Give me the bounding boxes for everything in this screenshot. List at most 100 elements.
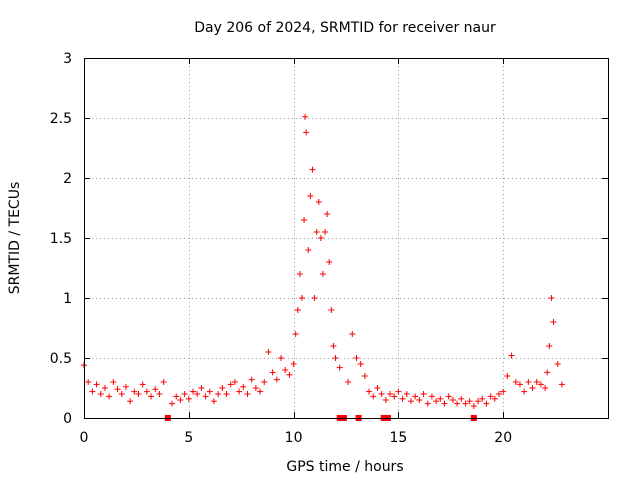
data-point [322, 229, 329, 235]
y-tick-label: 3 [63, 51, 72, 67]
data-point [139, 381, 146, 388]
x-tick-label: 15 [389, 430, 407, 446]
data-point [420, 391, 427, 397]
data-point [370, 393, 377, 400]
data-point [85, 379, 92, 385]
data-point [173, 393, 180, 400]
data-point [449, 397, 456, 403]
y-tick-label: 2.5 [50, 111, 72, 127]
data-point [382, 397, 389, 403]
data-point [525, 379, 532, 385]
data-point [185, 395, 192, 402]
data-point [127, 398, 134, 405]
data-point [445, 393, 452, 400]
data-point [194, 391, 201, 397]
data-point [470, 403, 477, 409]
data-point [269, 369, 276, 376]
data-point [240, 383, 247, 390]
x-tick-labels: 0 5 10 15 20 [80, 430, 513, 446]
data-point [521, 388, 528, 395]
data-point [261, 379, 268, 385]
data-point [374, 385, 381, 391]
data-point [307, 193, 314, 199]
data-point [227, 381, 234, 388]
data-point [282, 367, 289, 373]
data-point [160, 379, 167, 385]
data-point [357, 361, 364, 367]
data-point [378, 391, 385, 397]
data-point [189, 388, 196, 395]
data-point [332, 355, 339, 361]
data-point [118, 391, 125, 397]
data-point [412, 393, 419, 400]
data-point [387, 391, 394, 397]
data-point [305, 247, 312, 253]
data-point [546, 343, 553, 349]
data-point [391, 393, 398, 400]
data-point [131, 388, 138, 395]
data-point [403, 391, 410, 397]
y-tick-labels: 0 0.5 1 1.5 2 2.5 3 [50, 51, 72, 427]
data-point [483, 400, 490, 407]
data-point [558, 381, 565, 388]
data-point [512, 379, 519, 385]
data-point [529, 385, 536, 391]
data-point [89, 388, 96, 395]
data-point [345, 379, 352, 385]
grid-lines [84, 58, 608, 418]
data-point [135, 391, 142, 397]
data-point [215, 391, 222, 397]
data-point [302, 113, 309, 120]
data-point [236, 388, 243, 395]
data-point [548, 295, 555, 301]
data-point [479, 395, 486, 402]
data-point [313, 229, 320, 235]
data-point [265, 349, 272, 355]
data-markers [81, 113, 565, 421]
data-point [458, 395, 465, 402]
data-point [169, 400, 176, 407]
data-point [301, 217, 308, 223]
data-point [294, 307, 301, 313]
data-point [298, 295, 305, 301]
data-point [244, 391, 251, 397]
data-point [516, 381, 523, 388]
data-point [466, 398, 473, 405]
data-point [537, 381, 544, 388]
data-point [324, 211, 331, 217]
data-point [198, 385, 205, 391]
y-tick-label: 0 [63, 411, 72, 427]
y-axis-label: SRMTID / TECUs [7, 182, 23, 295]
data-point [273, 376, 280, 383]
data-point [248, 376, 255, 383]
data-point [353, 355, 360, 361]
data-point [407, 398, 414, 405]
data-point [292, 331, 299, 337]
data-point [181, 391, 188, 397]
data-point [219, 385, 226, 391]
data-point [544, 369, 551, 376]
axis-ticks [84, 58, 608, 419]
data-point [257, 388, 264, 395]
data-point [223, 391, 230, 397]
x-tick-label: 5 [184, 430, 193, 446]
y-tick-label: 0.5 [50, 351, 72, 367]
data-point [361, 373, 368, 379]
y-tick-label: 1 [63, 291, 72, 307]
data-point [328, 307, 335, 313]
data-point [496, 391, 503, 397]
data-point [311, 295, 318, 301]
data-point [156, 391, 163, 397]
data-point [206, 388, 213, 395]
data-point [101, 385, 108, 391]
data-point [231, 379, 238, 385]
data-point [395, 388, 402, 395]
data-point [475, 398, 482, 405]
data-point [309, 166, 316, 173]
data-point [491, 395, 498, 402]
data-point [454, 400, 461, 407]
data-point [122, 383, 129, 390]
x-tick-label: 0 [80, 430, 89, 446]
data-point [148, 393, 155, 400]
